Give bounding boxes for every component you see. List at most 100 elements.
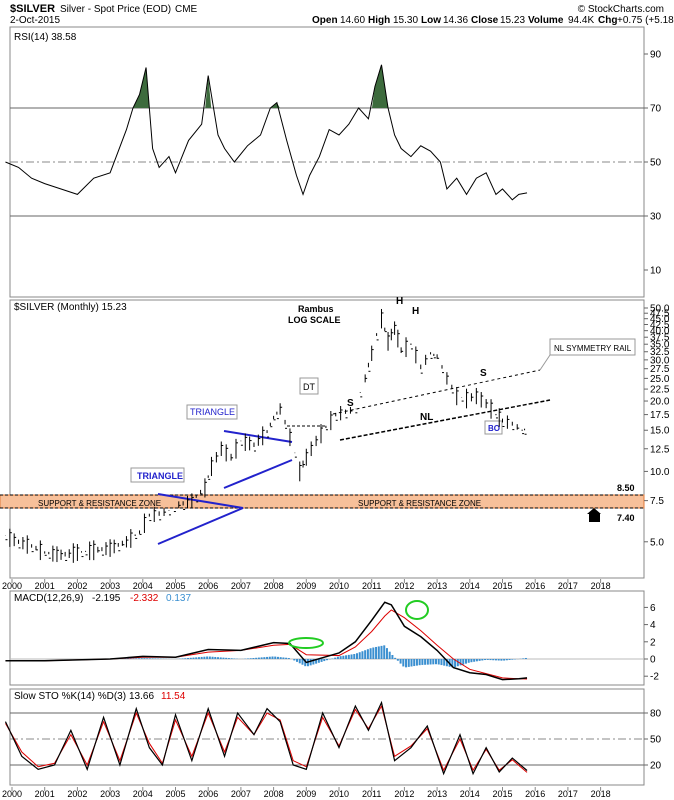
bo-callout [484,420,503,435]
price-y-tick-label: 10.0 [650,467,670,478]
volume-value: 94.4K [568,15,594,26]
year-bottom-label: 2006 [198,789,218,799]
triangle-1-callout [130,467,185,483]
macd-signal-line [5,609,528,680]
price-y-tick-label: 15.0 [650,426,670,437]
macd-ticks: 6 4 2 0 -2 [644,603,659,683]
price-y-tick-label: 25.0 [650,374,670,385]
year-bottom-label: 2007 [231,789,251,799]
year-bottom-label: 2017 [558,789,578,799]
triangle-1-label: TRIANGLE [137,471,183,481]
close-value: 15.23 [500,15,525,26]
macd-frame [9,590,645,686]
sto-panel: 80 50 20 Slow STO %K(14) %D(3) 13.66 11.54 [4,688,662,786]
sto-d-line [5,704,528,773]
year-top-label: 2000 [2,581,22,591]
rsi-y-tick-label: 70 [650,104,662,115]
price-y-tick-label: 20.0 [650,397,670,408]
macd-y-tick-label: 6 [650,603,656,614]
price-y-tick-label: 37.5 [650,333,670,344]
close-label: Close [471,15,499,26]
macd-signal-value: -2.332 [130,593,159,604]
year-bottom-label: 2012 [394,789,414,799]
year-bottom-label: 2002 [67,789,87,799]
year-top-label: 2001 [35,581,55,591]
ohlc-summary: Open 14.60 High 15.30 Low 14.36 Close 15… [312,15,674,26]
year-bottom-label: 2003 [100,789,120,799]
year-top-label: 2003 [100,581,120,591]
year-bottom-label: 2018 [591,789,611,799]
price-y-tick-label: 40.0 [650,326,670,337]
rsi-overbought-fill [129,67,150,108]
dt-label: DT [303,382,315,392]
triangle-1-upper-line [157,493,244,509]
rambus-label: Rambus [298,304,334,314]
triangle-2-callout [186,404,238,420]
svg-text:MACD(12,26,9): MACD(12,26,9) [14,593,83,604]
year-top-label: 2002 [67,581,87,591]
sto-frame [9,688,645,786]
up-arrow-icon [587,508,601,522]
sto-y-tick-label: 80 [650,709,662,720]
year-top-label: 2013 [427,581,447,591]
price-y-tick-label: 7.5 [650,496,664,507]
macd-y-tick-label: -2 [650,672,659,683]
rsi-panel: 90 70 50 30 10 RSI(14) 38.58 [5,26,662,298]
sto-y-tick-label: 50 [650,735,662,746]
year-bottom-label: 2001 [35,789,55,799]
zone-label-mid: SUPPORT & RESISTANCE ZONE [358,499,481,508]
sto-plot [4,700,528,776]
year-bottom-label: 2014 [460,789,480,799]
year-bottom-label: 2000 [2,789,22,799]
nl-symmetry-pointer [539,354,551,371]
macd-y-tick-label: 4 [650,620,656,631]
sto-k-value: 13.66 [129,691,154,702]
macd-y-tick-label: 0 [650,655,656,666]
chart-date: 2-Oct-2015 [10,15,60,26]
triangle-1-lower-line [157,507,244,545]
year-top-label: 2007 [231,581,251,591]
year-top-label: 2017 [558,581,578,591]
symbol: $SILVER [10,3,55,15]
year-bottom-label: 2009 [296,789,316,799]
low-value: 14.36 [443,15,468,26]
nl-label: NL [420,412,433,423]
year-axis-top: 2000 2001 2002 2003 2004 2005 2006 2007 2008 2009… [2,579,611,591]
macd-highlight-circle-1 [288,637,324,649]
open-label: Open [312,15,338,26]
triangle-2-label: TRIANGLE [190,407,235,417]
price-y-tick-label: 22.5 [650,385,670,396]
price-y-tick-label: 47.5 [650,309,670,320]
s-right-label: S [480,368,487,379]
nl-symmetry-callout [549,338,636,356]
rsi-label: RSI(14) 38.58 [14,32,77,43]
macd-value: -2.195 [92,593,121,604]
price-y-tick-label: 12.5 [650,444,670,455]
log-scale-label: LOG SCALE [288,315,341,325]
price-y-tick-label: 50.0 [650,304,670,315]
rsi-plot [5,64,528,201]
macd-y-tick-label: 2 [650,637,656,648]
rsi-line [5,64,528,201]
sto-label: Slow STO %K(14) %D(3) 13.66 11.54 [14,691,186,702]
price-y-tick-label: 30.0 [650,355,670,366]
svg-text:Slow STO %K(14) %D(3): Slow STO %K(14) %D(3) [14,691,126,702]
zone-label-left: SUPPORT & RESISTANCE ZONE [38,499,161,508]
price-y-tick-label: 35.0 [650,340,670,351]
year-bottom-label: 2013 [427,789,447,799]
price-y-tick-label: 17.5 [650,410,670,421]
year-top-label: 2016 [525,581,545,591]
low-label: Low [421,15,441,26]
rsi-y-tick-label: 10 [650,266,662,277]
macd-label: MACD(12,26,9) -2.195 -2.332 0.137 [14,593,191,604]
year-top-label: 2014 [460,581,480,591]
volume-label: Volume [528,15,564,26]
price-y-tick-label: 42.5 [650,320,670,331]
year-top-label: 2009 [296,581,316,591]
price-y-tick-label: 27.5 [650,364,670,375]
year-top-label: 2004 [133,581,153,591]
year-top-label: 2005 [165,581,185,591]
sto-d-value: 11.54 [161,691,186,702]
price-plot [4,308,527,563]
macd-highlight-circle-2 [405,600,429,620]
